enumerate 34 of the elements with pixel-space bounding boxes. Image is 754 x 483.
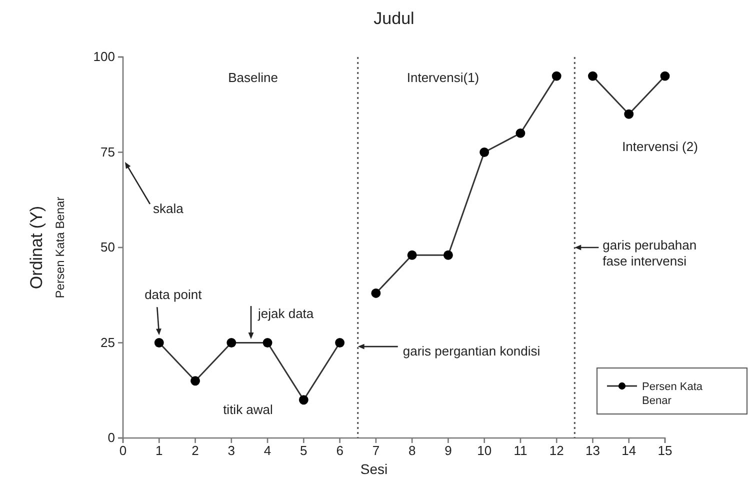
annotation: Baseline — [228, 70, 278, 85]
x-tick-label: 14 — [622, 443, 636, 458]
y-tick-label: 100 — [93, 49, 115, 64]
x-axis-title: Sesi — [360, 461, 388, 477]
chart-title: Judul — [374, 9, 414, 28]
y-tick-label: 0 — [108, 430, 115, 446]
x-tick-label: 11 — [514, 443, 528, 458]
annotation: titik awal — [223, 402, 274, 417]
x-tick-label: 9 — [444, 443, 452, 458]
x-tick-label: 1 — [156, 443, 163, 458]
x-tick-label: 5 — [300, 443, 308, 458]
x-tick-label: 12 — [549, 443, 564, 458]
x-tick-label: 7 — [372, 443, 380, 458]
y-tick-label: 75 — [100, 144, 115, 160]
y-tick-label: 25 — [100, 334, 115, 350]
y-axis-title: Ordinat (Y) Persen Kata Benar — [27, 196, 67, 298]
x-tick-label: 6 — [336, 443, 344, 458]
annotation: data point — [144, 287, 202, 302]
annotation: skala — [153, 201, 184, 216]
annotation: Intervensi(1) — [406, 70, 480, 85]
x-tick-label: 4 — [264, 443, 272, 458]
annotation: Intervensi (2) — [622, 139, 698, 154]
x-tick-label: 3 — [228, 443, 236, 458]
x-tick-label: 13 — [586, 443, 600, 458]
annotation: garis pergantian kondisi — [402, 344, 540, 359]
x-tick-label: 15 — [658, 443, 672, 458]
y-tick-label: 50 — [100, 240, 115, 255]
annotation: jejak data — [257, 306, 314, 321]
x-tick-label: 10 — [477, 443, 492, 458]
annotation: garis perubahan fase intervensi — [602, 238, 697, 268]
x-tick-label: 8 — [408, 443, 416, 458]
legend-label: Persen Kata Benar — [642, 381, 704, 407]
x-tick-label: 2 — [192, 443, 199, 458]
x-tick-label: 0 — [119, 443, 127, 458]
